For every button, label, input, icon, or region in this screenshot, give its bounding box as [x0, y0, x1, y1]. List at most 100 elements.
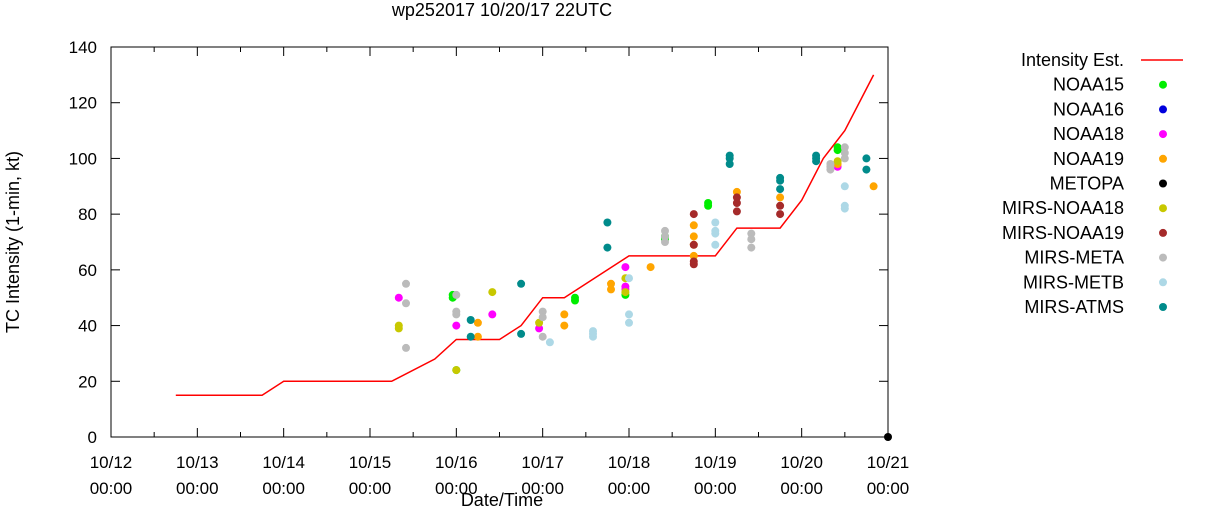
x-tick-time-label: 00:00: [867, 479, 910, 498]
data-point-noaa19: [473, 332, 482, 341]
plot-border: [110, 46, 889, 438]
legend-item: METOPA: [1050, 174, 1167, 194]
legend-label: NOAA16: [1053, 99, 1124, 119]
x-tick-time-label: 00:00: [176, 479, 219, 498]
data-point-mirs-meta: [840, 148, 849, 157]
y-tick-label: 20: [78, 372, 97, 391]
data-point-mirs-atms: [725, 160, 734, 168]
data-point-noaa19: [607, 285, 615, 294]
y-tick-label: 80: [78, 205, 97, 224]
legend-swatch-dot: [1159, 303, 1167, 311]
legend-item: NOAA15: [1053, 75, 1167, 95]
legend-item: MIRS-METB: [1023, 272, 1167, 292]
data-point-mirs-metb: [711, 240, 720, 249]
data-point-mirs-metb: [625, 274, 633, 283]
data-point-noaa15: [833, 146, 842, 155]
legend-swatch-dot: [1159, 154, 1167, 163]
legend-item: MIRS-ATMS: [1024, 297, 1167, 317]
legend-item: NOAA19: [1053, 149, 1167, 169]
data-point-mirs-noaa19: [732, 193, 741, 202]
y-axis-ticks: 0 20 40 60 80 100 120 140: [69, 38, 888, 447]
x-tick-time-label: 00:00: [694, 479, 737, 498]
legend-label: METOPA: [1050, 174, 1124, 194]
x-axis-label: Date/Time: [461, 490, 543, 509]
data-point-noaa19: [689, 251, 698, 260]
x-tick-date-label: 10/14: [262, 453, 305, 472]
data-point-noaa19: [646, 263, 655, 272]
data-point-mirs-noaa19: [732, 207, 741, 216]
data-point-mirs-atms: [517, 279, 526, 288]
data-point-mirs-meta: [402, 299, 410, 308]
data-point-mirs-metb: [840, 182, 849, 191]
data-point-noaa18: [535, 324, 544, 333]
legend-swatch-dot: [1159, 204, 1167, 213]
legend-item: MIRS-NOAA19: [1002, 223, 1167, 243]
data-point-mirs-meta: [402, 343, 410, 352]
legend-item: Intensity Est.: [1021, 50, 1183, 70]
legend-label: NOAA18: [1053, 124, 1124, 144]
data-point-noaa19: [689, 232, 698, 241]
data-point-mirs-noaa18: [833, 157, 842, 166]
legend-swatch-dot: [1159, 130, 1167, 139]
x-tick-date-label: 10/19: [694, 453, 737, 472]
data-point-mirs-meta: [452, 290, 461, 299]
legend-item: NOAA18: [1053, 124, 1167, 144]
y-tick-label: 120: [69, 94, 97, 113]
data-point-mirs-metb: [625, 318, 633, 327]
data-point-mirs-noaa19: [689, 240, 698, 249]
data-point-mirs-noaa19: [732, 199, 741, 207]
data-point-mirs-meta: [747, 235, 756, 244]
data-point-mirs-atms: [812, 157, 821, 166]
data-point-mirs-meta: [661, 238, 669, 246]
legend-item: MIRS-META: [1024, 248, 1167, 268]
data-point-mirs-noaa18: [452, 366, 461, 375]
legend-item: NOAA16: [1053, 99, 1167, 119]
legend-label: NOAA15: [1053, 75, 1124, 95]
data-point-mirs-meta: [747, 229, 756, 238]
y-tick-label: 40: [78, 317, 97, 336]
data-point-noaa19: [869, 182, 878, 191]
y-tick-label: 100: [69, 149, 97, 168]
x-tick-time-label: 00:00: [780, 479, 823, 498]
data-point-noaa18: [621, 263, 630, 272]
data-point-mirs-atms: [725, 154, 734, 163]
series-line-intensity-est: [175, 74, 875, 396]
data-point-mirs-meta: [661, 232, 669, 241]
data-point-mirs-metb: [545, 338, 554, 347]
data-point-mirs-atms: [466, 332, 475, 341]
data-point-noaa19: [732, 187, 741, 196]
x-tick-time-label: 00:00: [90, 479, 133, 498]
data-point-mirs-meta: [538, 313, 547, 322]
data-point-mirs-metb: [625, 310, 633, 319]
data-point-mirs-metb: [711, 218, 720, 227]
data-point-noaa19: [607, 279, 615, 288]
data-point-noaa19: [560, 321, 569, 330]
data-point-noaa15: [571, 296, 579, 305]
legend-label: MIRS-METB: [1023, 272, 1124, 292]
x-tick-date-label: 10/21: [867, 453, 910, 472]
legend-label: MIRS-NOAA19: [1002, 223, 1124, 243]
data-point-mirs-atms: [517, 329, 526, 338]
legend: Intensity Est. NOAA15 NOAA16 NOAA18 NOAA19 ME…: [1002, 50, 1183, 317]
data-point-noaa19: [560, 310, 569, 319]
data-point-mirs-meta: [840, 143, 849, 152]
plot-frame: [110, 46, 889, 438]
x-tick-time-label: 00:00: [349, 479, 392, 498]
data-point-mirs-noaa18: [394, 324, 403, 333]
data-point-mirs-noaa19: [689, 210, 698, 219]
legend-swatch-dot: [1159, 278, 1167, 287]
data-point-mirs-meta: [661, 226, 669, 235]
legend-swatch-dot: [1159, 228, 1167, 237]
x-tick-date-label: 10/15: [349, 453, 392, 472]
data-point-mirs-atms: [603, 243, 612, 252]
x-tick-date-label: 10/20: [780, 453, 823, 472]
data-point-noaa18: [452, 321, 461, 330]
x-tick-date-label: 10/16: [435, 453, 478, 472]
data-point-mirs-atms: [862, 165, 871, 174]
legend-label: MIRS-ATMS: [1024, 297, 1124, 317]
data-point-metopa: [884, 433, 892, 441]
legend-label: Intensity Est.: [1021, 50, 1124, 70]
data-point-mirs-atms: [776, 176, 785, 185]
legend-swatch-dot: [1159, 105, 1167, 114]
y-tick-label: 60: [78, 261, 97, 280]
